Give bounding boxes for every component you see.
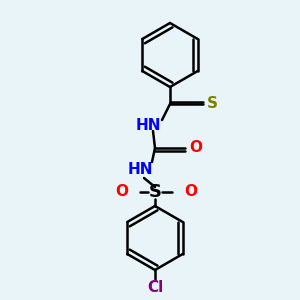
Text: HN: HN (135, 118, 161, 133)
Text: S: S (148, 183, 161, 201)
Text: O: O (115, 184, 128, 200)
Text: O: O (184, 184, 197, 200)
Text: HN: HN (127, 163, 153, 178)
Text: O: O (189, 140, 202, 155)
Text: S: S (207, 97, 218, 112)
Text: Cl: Cl (147, 280, 163, 296)
